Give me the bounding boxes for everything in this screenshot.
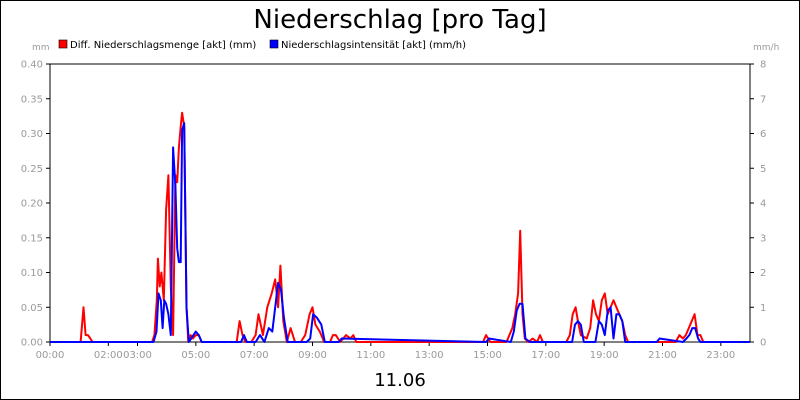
y-right-tick-label: 1 (760, 303, 766, 314)
x-tick-label: 07:00 (240, 350, 269, 361)
y-right-tick-label: 6 (760, 129, 766, 140)
legend-label-intensitaet: Niederschlagsintensität [akt] (mm/h) (281, 40, 466, 51)
series-layer (50, 111, 750, 343)
y-left-unit: mm (32, 43, 50, 53)
y-right-unit: mm/h (753, 43, 779, 53)
legend: Diff. Niederschlagsmenge [akt] (mm) Nied… (58, 39, 466, 51)
y-left-tick-label: 0.05 (21, 303, 43, 314)
x-tick-label: 17:00 (531, 350, 560, 361)
y-right-tick-label: 7 (760, 94, 766, 105)
y-left-tick-label: 0.35 (21, 94, 43, 105)
x-tick-label: 21:00 (648, 350, 677, 361)
x-tick-label: 05:00 (181, 350, 210, 361)
y-right-tick-label: 5 (760, 164, 766, 175)
y-right-tick-label: 3 (760, 233, 766, 244)
y-right-axis: 0 1 2 3 4 5 6 7 8 (750, 60, 766, 349)
x-tick-label: 19:00 (590, 350, 619, 361)
x-tick-label: 03:00 (123, 350, 152, 361)
y-left-tick-label: 0.40 (21, 60, 43, 71)
x-tick-label: 13:00 (415, 350, 444, 361)
y-left-tick-label: 0.15 (21, 233, 43, 244)
x-tick-label: 02:00 (94, 350, 123, 361)
y-left-tick-label: 0.25 (21, 164, 43, 175)
y-right-tick-label: 4 (760, 199, 766, 210)
y-left-tick-label: 0.30 (21, 129, 43, 140)
x-tick-label: 15:00 (473, 350, 502, 361)
y-left-axis: 0.00 0.05 0.10 0.15 0.20 0.25 0.30 0.35 0.40 (21, 60, 50, 349)
y-left-tick-label: 0.20 (21, 199, 43, 210)
y-right-tick-label: 8 (760, 60, 766, 71)
x-tick-label: 23:00 (706, 350, 735, 361)
y-right-tick-label: 2 (760, 268, 766, 279)
x-axis-date-label: 11.06 (374, 370, 426, 391)
legend-label-menge: Diff. Niederschlagsmenge [akt] (mm) (70, 40, 256, 51)
x-tick-label: 00:00 (36, 350, 65, 361)
legend-swatch-intensitaet (269, 39, 279, 49)
x-axis: 00:00 02:00 03:00 05:00 07:00 09:00 11:00 13:00… (36, 342, 735, 361)
x-tick-label: 11:00 (356, 350, 385, 361)
legend-swatch-menge (58, 39, 68, 49)
y-right-tick-label: 0 (760, 338, 766, 349)
y-left-tick-label: 0.10 (21, 268, 43, 279)
plot-area (49, 63, 751, 343)
series-line-niederschlagsintensitaet (50, 122, 750, 343)
x-tick-label: 09:00 (298, 350, 327, 361)
y-left-tick-label: 0.00 (21, 338, 43, 349)
chart-title: Niederschlag [pro Tag] (253, 5, 546, 35)
